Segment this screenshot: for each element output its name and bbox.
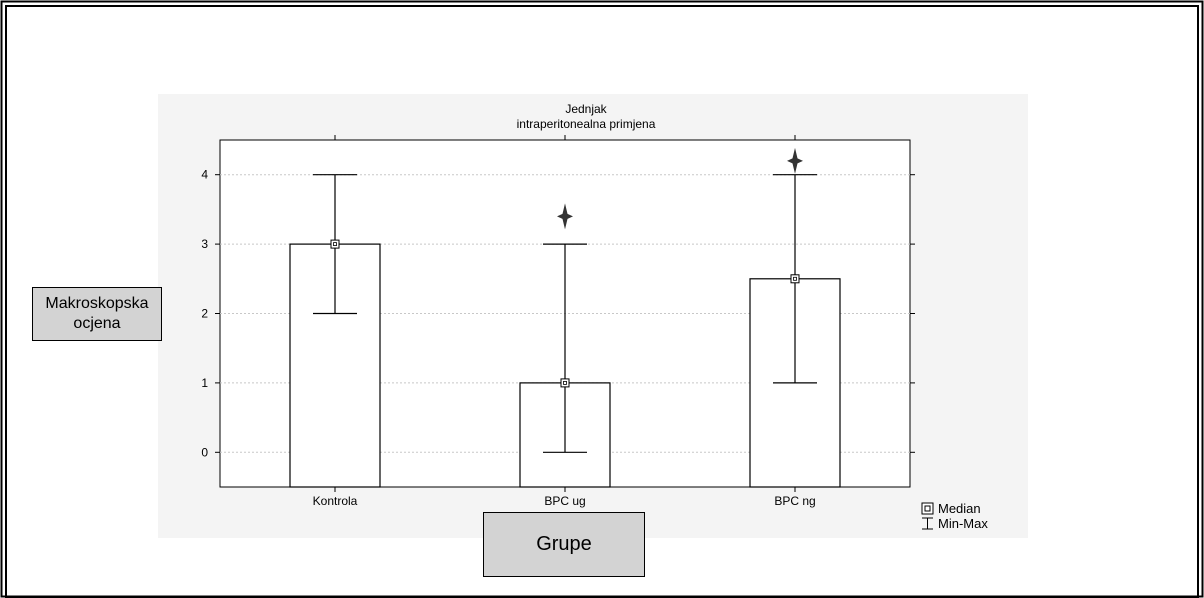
y-tick-label: 0: [201, 445, 208, 459]
x-tick-label: Kontrola: [313, 494, 358, 508]
y-tick-label: 3: [201, 237, 208, 251]
legend-median-label: Median: [938, 501, 981, 516]
plot-area: 0 1 2 3 4 Kontrola BPC ug BPC ng: [201, 135, 915, 508]
median-marker-inner: [793, 276, 797, 281]
outlier-marker: [787, 147, 803, 174]
median-marker-inner: [333, 242, 337, 247]
x-tick-label: BPC ug: [544, 494, 585, 508]
inner-border: [5, 5, 1199, 598]
chart-subtitle: intraperitonealna primjena: [517, 117, 656, 131]
legend-median-icon-inner: [924, 505, 931, 512]
median-marker: [330, 239, 340, 249]
legend-median-icon: [921, 502, 934, 515]
outlier-marker: [557, 203, 573, 230]
legend-minmax-label: Min-Max: [938, 516, 988, 531]
y-tick-label: 2: [201, 307, 208, 321]
y-tick-label: 4: [201, 168, 208, 182]
x-axis-label: Grupe: [483, 512, 645, 577]
y-axis-label: Makroskopska ocjena: [32, 287, 162, 341]
y-tick-label: 1: [201, 376, 208, 390]
median-marker: [560, 378, 570, 388]
median-marker-inner: [563, 380, 567, 385]
median-marker: [790, 274, 800, 284]
chart-title: Jednjak: [565, 102, 607, 116]
x-tick-label: BPC ng: [774, 494, 815, 508]
